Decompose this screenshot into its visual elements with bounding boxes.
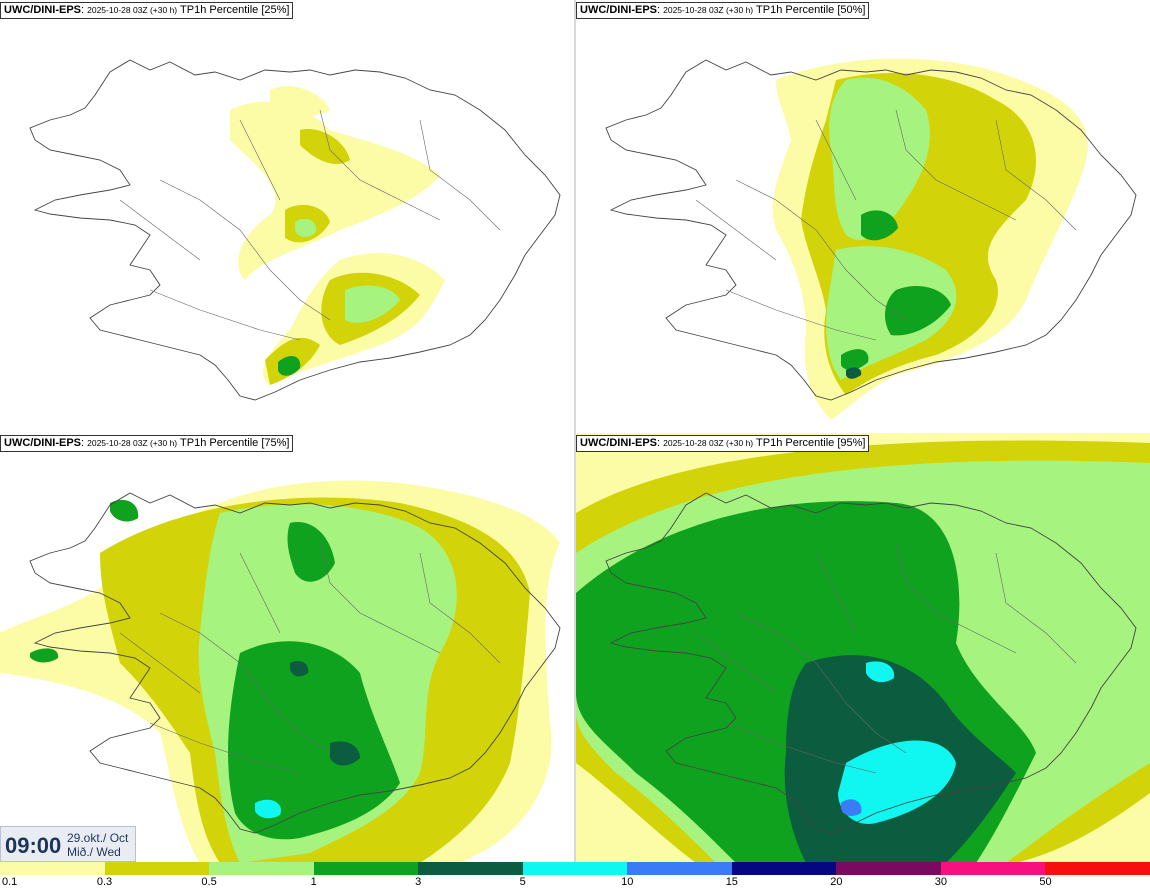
colorbar-segment [104,862,210,875]
valid-date-day: 29.okt./ Oct [67,831,129,845]
colorbar-segment [418,862,524,875]
valid-weekday: Mið./ Wed [67,845,121,859]
field-name: TP1h Percentile [95%] [756,437,866,449]
field-name: TP1h Percentile [75%] [180,437,290,449]
model-name: UWC/DINI-EPS [580,4,657,16]
field-name: TP1h Percentile [25%] [180,4,290,16]
valid-time: 09:00 [5,833,62,858]
model-name: UWC/DINI-EPS [580,437,657,449]
precip-map-p95 [576,433,1150,863]
colorbar-segment [627,862,733,875]
colorbar-tick-label: 10 [621,876,634,888]
model-name: UWC/DINI-EPS [4,4,81,16]
map-panel-p25: UWC/DINI-EPS: 2025-10-28 03Z (+30 h) TP1… [0,0,574,430]
colorbar-segment [313,862,419,875]
valid-date: 29.okt./ Oct Mið./ Wed [67,831,128,859]
panel-divider [574,0,576,862]
model-name: UWC/DINI-EPS [4,437,81,449]
colorbar-tick-label: 1 [310,876,317,888]
panel-title-p50: UWC/DINI-EPS: 2025-10-28 03Z (+30 h) TP1… [576,2,870,19]
map-panel-p95: UWC/DINI-EPS: 2025-10-28 03Z (+30 h) TP1… [576,433,1150,863]
colorbar-tick-label: 0.1 [2,876,18,888]
field-name: TP1h Percentile [50%] [756,4,866,16]
panel-title-p95: UWC/DINI-EPS: 2025-10-28 03Z (+30 h) TP1… [576,435,870,452]
precip-colorbar [0,862,1150,875]
colorbar-tick-label: 5 [519,876,526,888]
colorbar-segment [522,862,628,875]
colorbar-segment [1045,862,1150,875]
panel-title-p25: UWC/DINI-EPS: 2025-10-28 03Z (+30 h) TP1… [0,2,294,19]
precip-map-p25 [29,59,561,401]
panel-title-p75: UWC/DINI-EPS: 2025-10-28 03Z (+30 h) TP1… [0,435,294,452]
colorbar-segment [940,862,1046,875]
colorbar-labels: 0.1 0.3 0.5 1 3 5 10 15 20 30 50 [0,876,1150,890]
map-panel-p75: UWC/DINI-EPS: 2025-10-28 03Z (+30 h) TP1… [0,433,574,863]
colorbar-segment [0,862,106,875]
colorbar-tick-label: 30 [934,876,948,888]
colorbar-tick-label: 50 [1039,876,1052,888]
run-time: 2025-10-28 03Z (+30 h) [663,5,754,15]
precip-map-p75 [0,480,561,863]
colorbar-tick-label: 0.5 [201,876,217,888]
run-time: 2025-10-28 03Z (+30 h) [87,438,178,448]
colorbar-tick-label: 20 [830,876,843,888]
colorbar-segment [209,862,315,875]
colorbar-tick-label: 3 [415,876,422,888]
map-panel-p50: UWC/DINI-EPS: 2025-10-28 03Z (+30 h) TP1… [576,0,1150,430]
valid-time-box: 09:00 29.okt./ Oct Mið./ Wed [0,826,136,862]
colorbar-segment [836,862,942,875]
run-time: 2025-10-28 03Z (+30 h) [87,5,178,15]
colorbar-tick-label: 0.3 [96,876,113,888]
precip-map-p50 [605,58,1137,421]
colorbar-tick-label: 15 [725,876,738,888]
colorbar-segment [731,862,837,875]
run-time: 2025-10-28 03Z (+30 h) [663,438,754,448]
